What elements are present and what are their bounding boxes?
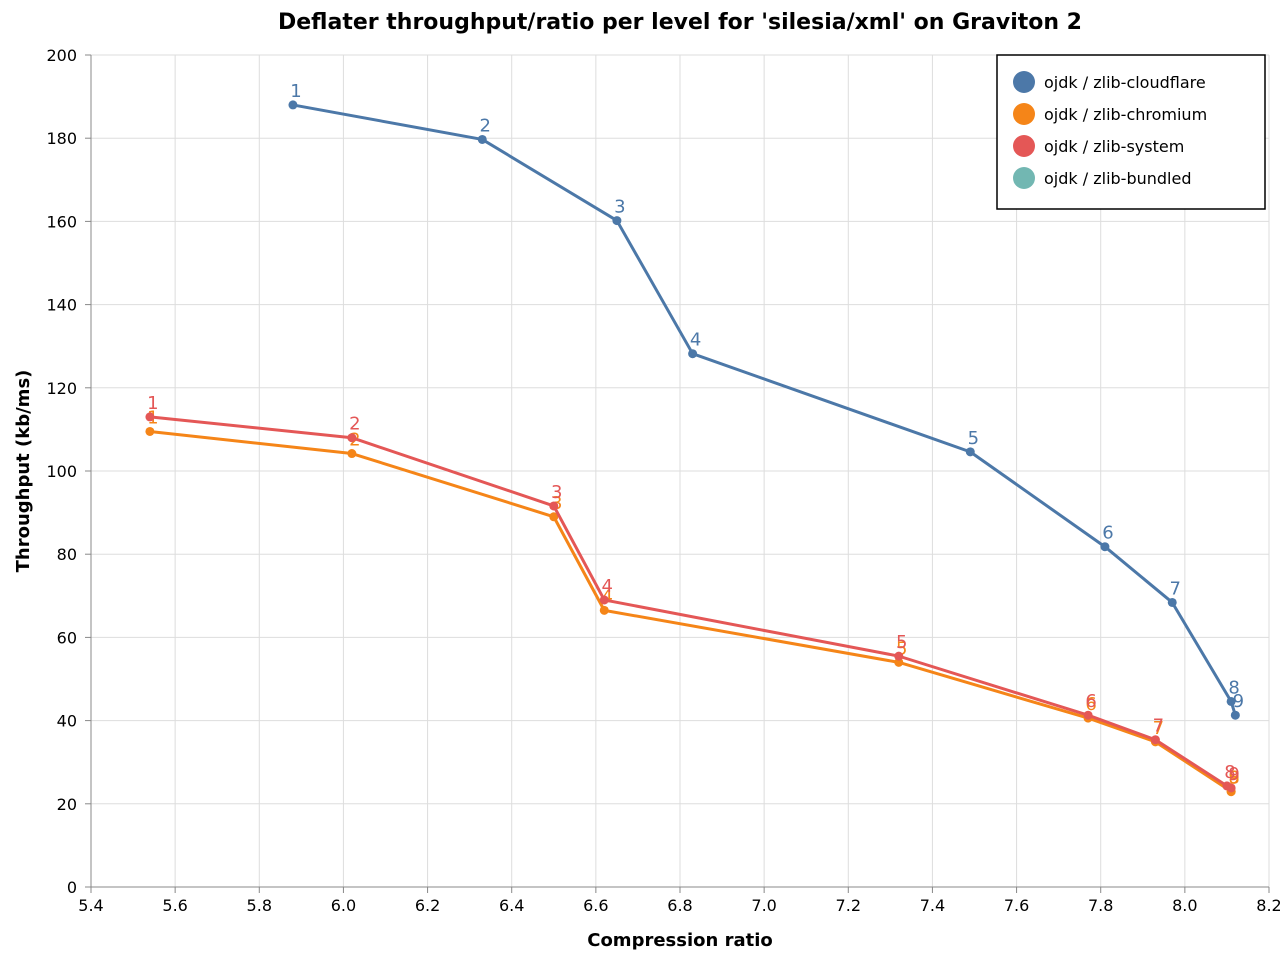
point-label: 5 [968,428,979,449]
y-tick-label: 100 [46,462,77,481]
data-point [347,449,357,459]
x-tick-label: 7.2 [836,896,861,915]
x-axis-ticks: 5.4 5.6 5.8 6.0 6.2 6.4 6.6 6.8 7.0 7.2 7.4 7.6 7.8 8… [78,887,1280,915]
data-point [965,447,975,457]
data-point [347,433,357,443]
series-ojdk-zlib-cloudflare: 1 2 3 4 5 6 7 89 [288,81,1244,720]
point-label: 5 [896,638,907,659]
legend-label: ojdk / zlib-system [1044,137,1184,156]
y-tick-label: 0 [67,878,77,897]
legend-box [996,54,1266,210]
y-axis-ticks: 0 20 40 60 80 100 120 140 160 180 200 [46,46,91,897]
point-label: 8 [1224,762,1235,783]
point-label: 5 [896,632,907,653]
data-point [145,412,155,422]
y-tick-label: 20 [57,795,77,814]
data-point [599,605,609,615]
chart-title: Deflater throughput/ratio per level for … [278,10,1082,35]
data-point [688,349,698,359]
data-point [145,426,155,436]
point-label: 8 [1228,767,1239,788]
x-tick-label: 8.0 [1172,896,1197,915]
point-label: 3 [614,197,625,218]
data-point [288,100,298,110]
y-tick-label: 40 [57,712,77,731]
legend-label: ojdk / zlib-bundled [1044,169,1191,188]
point-label: 2 [349,414,360,435]
y-tick-label: 180 [46,129,77,148]
x-tick-label: 7.0 [751,896,776,915]
x-axis-title: Compression ratio [587,930,773,951]
point-label: 1 [290,81,301,102]
legend-swatch [1013,167,1035,189]
x-tick-label: 6.4 [499,896,524,915]
data-point [1230,710,1240,720]
x-tick-label: 6.0 [331,896,356,915]
x-tick-label: 7.8 [1088,896,1113,915]
data-point [1226,783,1236,793]
point-label: 4 [690,330,701,351]
data-point [894,657,904,667]
legend-item: ojdk / zlib-system [1013,135,1184,157]
point-label: 7 [1153,716,1164,737]
legend-swatch [1013,135,1035,157]
point-label: 9 [1228,768,1239,789]
data-point [1167,597,1177,607]
x-tick-label: 7.6 [1004,896,1029,915]
series-line [149,415,1232,790]
data-point [1083,710,1093,720]
x-tick-label: 7.4 [920,896,945,915]
y-tick-label: 80 [57,545,77,564]
point-label: 9 [1228,764,1239,785]
point-label: 3 [551,482,562,503]
y-tick-label: 120 [46,379,77,398]
legend-item: ojdk / zlib-bundled [1013,167,1191,189]
y-tick-label: 160 [46,212,77,231]
y-tick-label: 60 [57,628,77,647]
x-tick-label: 6.8 [667,896,692,915]
legend-swatch [1013,103,1035,125]
x-tick-label: 5.6 [162,896,187,915]
series-line [149,429,1233,793]
x-tick-label: 6.6 [583,896,608,915]
point-label: 6 [1085,694,1096,715]
legend-item: ojdk / zlib-chromium [1013,103,1207,125]
legend-swatch [1013,71,1035,93]
point-label: 4 [602,576,613,597]
series-layer: 123456789123456789123456789 [145,81,1244,797]
point-label: 2 [480,115,491,136]
data-point [599,595,609,605]
point-label: 6 [1102,523,1113,544]
data-point [549,501,559,511]
data-point [1226,696,1236,706]
point-label: 1 [147,393,158,414]
legend-label: ojdk / zlib-chromium [1044,105,1207,124]
data-point [894,651,904,661]
point-label: 8 [1228,677,1239,698]
data-point [477,134,487,144]
y-axis-title: Throughput (kb/ms) [13,370,34,573]
y-tick-label: 200 [46,46,77,65]
point-label: 7 [1153,718,1164,739]
legend-item: ojdk / zlib-cloudflare [1013,71,1206,93]
point-label: 6 [1085,691,1096,712]
y-tick-label: 140 [46,296,77,315]
data-point [1100,542,1110,552]
x-tick-label: 5.4 [78,896,103,915]
data-point [612,216,622,226]
data-point [549,512,559,522]
point-label: 7 [1170,578,1181,599]
x-tick-label: 6.2 [415,896,440,915]
x-tick-label: 5.8 [247,896,272,915]
x-tick-label: 8.2 [1256,896,1280,915]
legend: ojdk / zlib-cloudflare ojdk / zlib-chromi… [996,54,1266,210]
data-point [1150,735,1160,745]
legend-label: ojdk / zlib-cloudflare [1044,73,1206,92]
point-label: 9 [1233,691,1244,712]
